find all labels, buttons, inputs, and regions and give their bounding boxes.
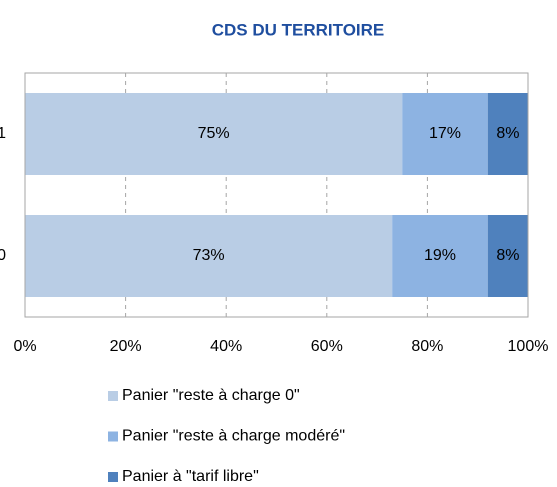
legend-label: Panier "reste à charge modéré" [122,428,345,445]
data-label: 75% [198,125,230,142]
data-label: 19% [424,247,456,264]
data-label: 17% [429,125,461,142]
y-tick-label: 1 [0,125,6,142]
legend-label: Panier "reste à charge 0" [122,387,300,404]
plot-border [24,72,529,318]
y-tick-label: 0 [0,247,6,264]
x-tick-label: 20% [110,338,142,355]
x-tick-label: 0% [13,338,36,355]
bar-segment [402,93,488,175]
bar-segment [392,215,488,297]
bar-segment [487,93,528,175]
x-tick-label: 100% [508,338,549,355]
chart-title: CDS DU TERRITOIRE [212,20,385,39]
legend-label: Panier à "tarif libre" [122,468,259,485]
bar-segment [487,215,528,297]
data-label: 8% [496,125,519,142]
data-label: 73% [193,247,225,264]
legend-swatch [108,431,118,442]
x-tick-label: 40% [210,338,242,355]
bar-segment [25,215,393,297]
data-label: 8% [496,247,519,264]
x-tick-label: 60% [311,338,343,355]
legend-swatch [108,472,118,482]
bar-segment [25,93,403,175]
x-tick-label: 80% [411,338,443,355]
legend-swatch [108,391,118,401]
